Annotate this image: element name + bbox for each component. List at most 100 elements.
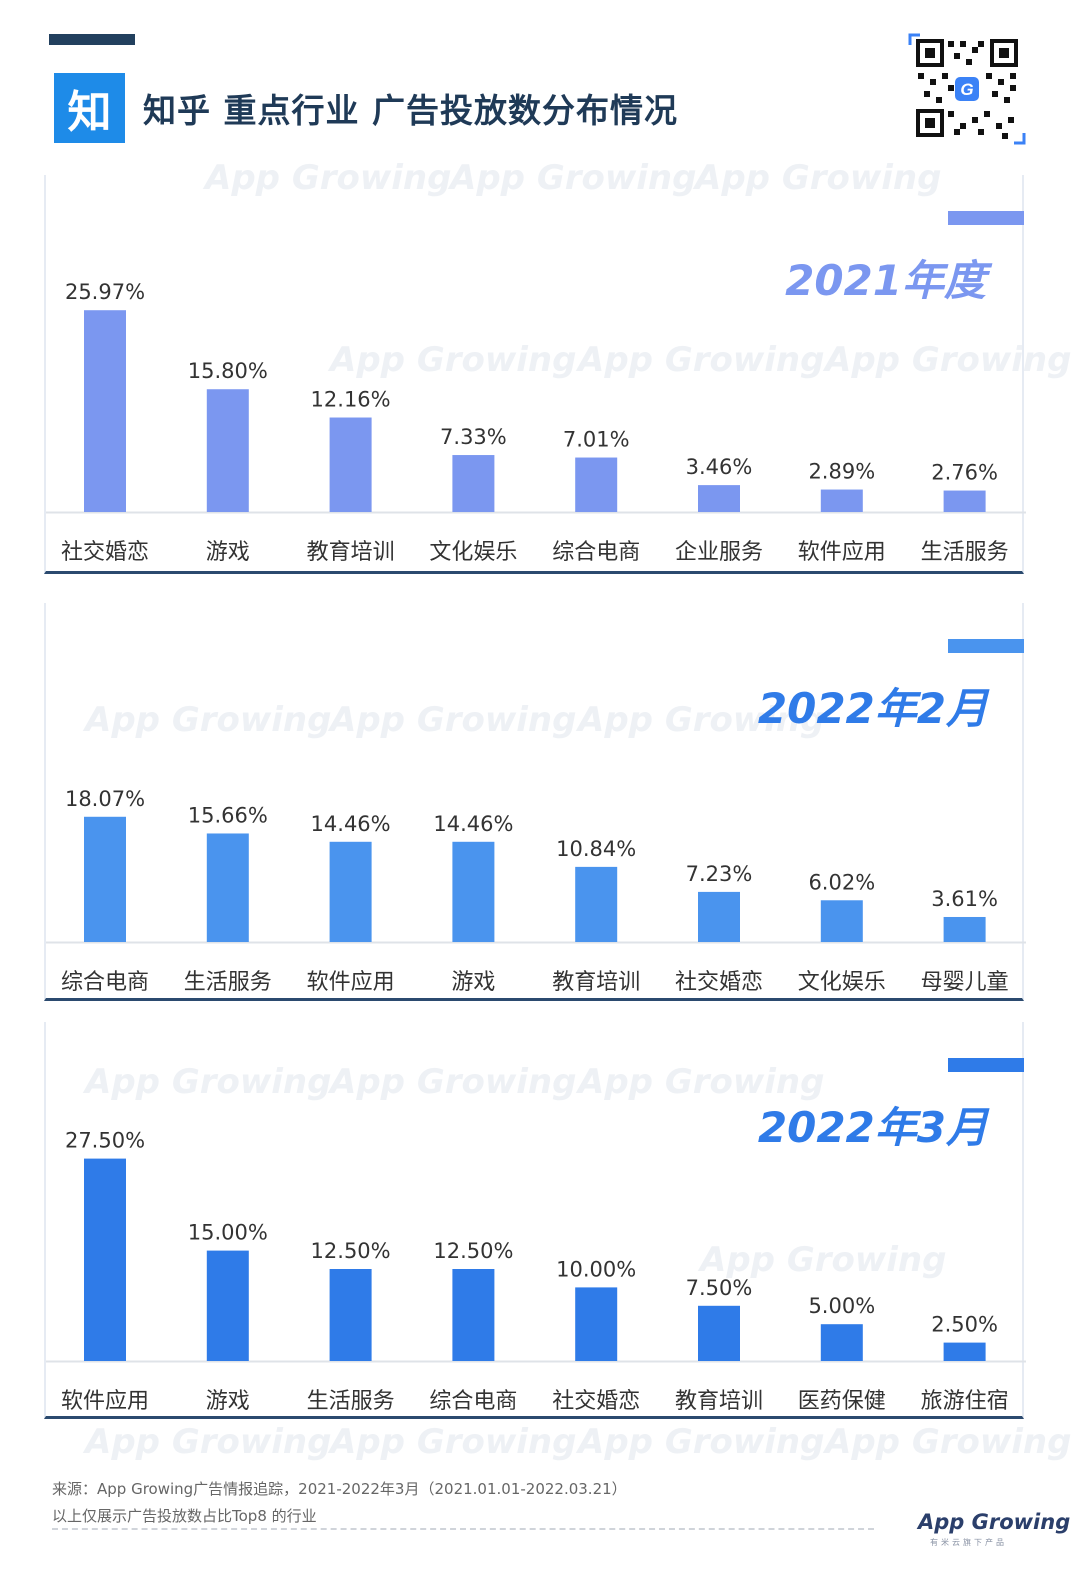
bar xyxy=(820,489,863,512)
watermark: App Growing xyxy=(330,1422,577,1462)
category-tick-label: 生活服务 xyxy=(184,970,272,995)
bar xyxy=(575,866,618,942)
footer-source: 来源：App Growing广告情报追踪，2021-2022年3月（2021.0… xyxy=(52,1480,627,1498)
bar xyxy=(698,891,740,942)
category-tick-label: 软件应用 xyxy=(798,540,886,565)
watermark: App Growing xyxy=(695,158,942,198)
category-tick-label: 母婴儿童 xyxy=(921,970,1009,995)
watermark: App Growing xyxy=(825,1422,1072,1462)
data-label: 12.50% xyxy=(311,1239,391,1263)
bar-chart: 18.07% 综合电商 15.66% 生活服务 14.46% 软件应用 14.46% 游戏 10… xyxy=(46,787,1026,995)
bar xyxy=(452,455,495,512)
bar xyxy=(329,1269,372,1361)
bar xyxy=(698,1305,740,1361)
panel-tab-accent xyxy=(948,211,1024,225)
panel-tab-accent xyxy=(948,639,1024,653)
chart-panel-2022-03: 2022年3月 27.50% 软件应用 15.00% 游戏 12.50% 生活服务 12.5… xyxy=(44,1022,1026,1419)
data-label: 6.02% xyxy=(808,870,875,894)
category-tick-label: 教育培训 xyxy=(307,540,395,565)
watermark: App Growing xyxy=(578,340,825,380)
watermark: App Growing xyxy=(330,340,577,380)
top-accent-bar xyxy=(49,34,135,45)
data-label: 3.61% xyxy=(931,887,998,911)
category-tick-label: 医药保健 xyxy=(798,1389,886,1414)
data-label: 2.50% xyxy=(931,1313,998,1337)
category-tick-label: 软件应用 xyxy=(307,970,395,995)
data-label: 7.50% xyxy=(686,1276,753,1300)
bar xyxy=(820,1324,863,1361)
category-tick-label: 教育培训 xyxy=(552,970,640,995)
data-label: 14.46% xyxy=(433,812,513,836)
bar-chart: 25.97% 社交婚恋 15.80% 游戏 12.16% 教育培训 7.33% 文化娱乐 7.0… xyxy=(46,280,1026,565)
panel-tab-accent xyxy=(948,1058,1024,1072)
footer-note: 以上仅展示广告投放数占比Top8 的行业 xyxy=(52,1507,317,1525)
category-tick-label: 生活服务 xyxy=(307,1389,395,1414)
bar xyxy=(452,841,495,942)
data-label: 18.07% xyxy=(65,787,145,811)
category-tick-label: 游戏 xyxy=(206,1389,250,1414)
watermark: App Growing xyxy=(578,1422,825,1462)
bar xyxy=(206,389,249,512)
data-label: 7.23% xyxy=(686,862,753,886)
watermark: App Growing xyxy=(578,1062,825,1102)
category-tick-label: 旅游住宿 xyxy=(921,1389,1009,1414)
watermark: App Growing xyxy=(85,1062,332,1102)
watermark: App Growing xyxy=(578,700,825,740)
bar xyxy=(452,1269,495,1361)
data-label: 12.16% xyxy=(311,388,391,412)
data-label: 27.50% xyxy=(65,1129,145,1153)
data-label: 14.46% xyxy=(311,812,391,836)
bar xyxy=(698,485,740,512)
category-tick-label: 文化娱乐 xyxy=(429,540,517,565)
bar xyxy=(206,1250,249,1361)
data-label: 12.50% xyxy=(433,1239,513,1263)
category-tick-label: 综合电商 xyxy=(552,540,640,565)
qr-code-icon: G xyxy=(908,33,1026,145)
data-label: 5.00% xyxy=(808,1294,875,1318)
watermark: App Growing xyxy=(825,340,1072,380)
bar xyxy=(943,916,986,942)
chart-title: 2021年度 xyxy=(785,256,986,305)
category-tick-label: 综合电商 xyxy=(61,970,149,995)
data-label: 2.76% xyxy=(931,461,998,485)
data-label: 10.00% xyxy=(556,1257,636,1281)
bar xyxy=(329,841,372,942)
category-tick-label: 社交婚恋 xyxy=(552,1389,640,1414)
bar xyxy=(329,417,372,512)
category-tick-label: 教育培训 xyxy=(675,1389,763,1414)
category-tick-label: 社交婚恋 xyxy=(675,970,763,995)
zhihu-logo: 知 xyxy=(54,73,125,143)
bar xyxy=(943,490,986,512)
data-label: 7.01% xyxy=(563,428,630,452)
bar-chart: 27.50% 软件应用 15.00% 游戏 12.50% 生活服务 12.50% 综合电商 10… xyxy=(46,1129,1026,1414)
category-tick-label: 社交婚恋 xyxy=(61,540,149,565)
watermark: App Growing xyxy=(700,1240,947,1280)
category-tick-label: 游戏 xyxy=(206,540,250,565)
watermark: App Growing xyxy=(85,700,332,740)
category-tick-label: 企业服务 xyxy=(675,540,763,565)
watermark: App Growing xyxy=(85,1422,332,1462)
page-title: 知乎 重点行业 广告投放数分布情况 xyxy=(143,91,678,130)
svg-text:G: G xyxy=(960,80,973,99)
bar xyxy=(820,900,863,942)
chart-panel-2021: 2021年度 25.97% 社交婚恋 15.80% 游戏 12.16% 教育培训 7.33%… xyxy=(44,175,1026,574)
category-tick-label: 综合电商 xyxy=(429,1389,517,1414)
category-tick-label: 生活服务 xyxy=(921,540,1009,565)
bar xyxy=(84,1158,126,1361)
watermark: App Growing xyxy=(450,158,697,198)
category-tick-label: 文化娱乐 xyxy=(798,970,886,995)
data-label: 3.46% xyxy=(686,455,753,479)
data-label: 15.66% xyxy=(188,803,268,827)
bar xyxy=(84,816,126,942)
category-tick-label: 软件应用 xyxy=(61,1389,149,1414)
watermark: App Growing xyxy=(330,1062,577,1102)
data-label: 25.97% xyxy=(65,280,145,304)
data-label: 15.00% xyxy=(188,1221,268,1245)
chart-title: 2022年2月 xyxy=(757,684,988,733)
data-label: 2.89% xyxy=(808,460,875,484)
footer-divider xyxy=(52,1528,874,1530)
bar xyxy=(575,1287,618,1361)
brand-subtitle: 有米云旗下产品 xyxy=(930,1538,1007,1547)
bar xyxy=(943,1342,986,1361)
bar xyxy=(575,457,618,512)
